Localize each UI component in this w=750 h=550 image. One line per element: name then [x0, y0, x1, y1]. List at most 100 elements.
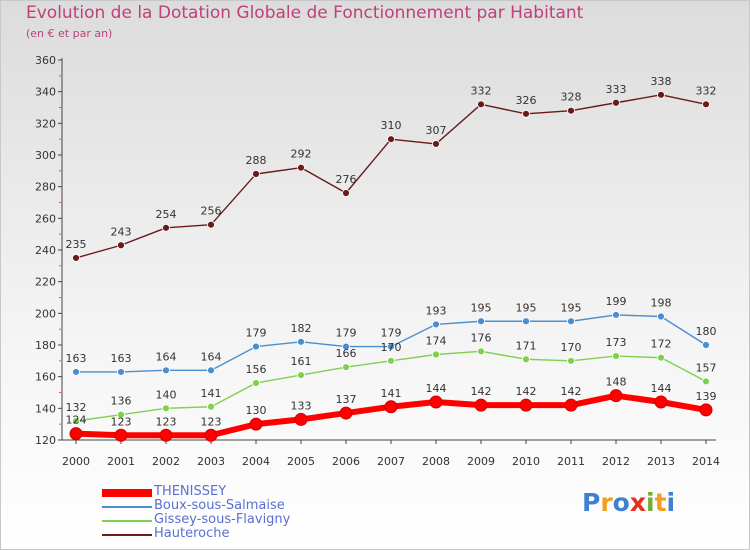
- y-tick-label: 120: [35, 434, 56, 447]
- logo-letter: i: [646, 488, 655, 517]
- data-label: 310: [381, 119, 402, 132]
- data-label: 123: [111, 415, 132, 428]
- logo-letter: x: [629, 488, 646, 517]
- data-label: 142: [561, 385, 582, 398]
- data-point: [654, 395, 668, 409]
- data-point: [72, 254, 80, 262]
- data-point: [159, 428, 173, 442]
- data-point: [72, 417, 80, 425]
- data-label: 193: [426, 304, 447, 317]
- data-label: 166: [336, 347, 357, 360]
- legend-item: THENISSEY: [102, 484, 362, 500]
- data-label: 140: [156, 388, 177, 401]
- chart-subtitle: (en € et par an): [26, 27, 113, 40]
- data-label: 172: [651, 338, 672, 351]
- data-label: 179: [336, 327, 357, 340]
- y-tick-label: 220: [35, 276, 56, 289]
- data-label: 180: [696, 325, 717, 338]
- legend-swatch: [102, 489, 152, 497]
- data-label: 195: [561, 301, 582, 314]
- data-label: 141: [381, 387, 402, 400]
- logo-letter: i: [666, 488, 676, 517]
- data-point: [522, 355, 530, 364]
- data-label: 256: [201, 205, 222, 218]
- data-label: 176: [471, 331, 492, 344]
- data-label: 157: [696, 361, 717, 374]
- data-label: 199: [606, 295, 627, 308]
- data-label: 142: [471, 385, 492, 398]
- data-point: [657, 353, 665, 362]
- data-point: [384, 400, 398, 414]
- legend-item: Gissey-sous-Flavigny: [102, 512, 362, 528]
- data-label: 174: [426, 335, 447, 348]
- data-point: [117, 368, 125, 376]
- x-tick-label: 2007: [377, 455, 405, 468]
- data-point: [162, 366, 170, 375]
- data-label: 124: [66, 414, 87, 427]
- data-point: [702, 341, 710, 349]
- data-point: [294, 412, 308, 426]
- data-label: 292: [291, 148, 312, 161]
- x-tick-label: 2011: [557, 455, 585, 468]
- data-point: [567, 356, 575, 365]
- legend-label: Boux-sous-Salmaise: [154, 498, 285, 513]
- logo-letter: r: [600, 488, 613, 517]
- data-point: [72, 368, 80, 376]
- data-label: 254: [156, 208, 177, 221]
- chart-title: Evolution de la Dotation Globale de Fonc…: [26, 3, 584, 23]
- data-point: [474, 398, 488, 412]
- data-label: 139: [696, 390, 717, 403]
- data-label: 163: [66, 352, 87, 365]
- data-point: [207, 402, 215, 411]
- data-point: [477, 100, 485, 109]
- data-point: [702, 377, 710, 386]
- x-tick-label: 2008: [422, 455, 450, 468]
- legend-label: Gissey-sous-Flavigny: [154, 512, 291, 527]
- data-label: 235: [66, 238, 87, 251]
- logo-letter: t: [654, 488, 667, 517]
- data-label: 333: [606, 83, 627, 96]
- data-label: 182: [291, 322, 312, 335]
- data-label: 137: [336, 393, 357, 406]
- y-tick-label: 140: [35, 402, 56, 415]
- data-label: 156: [246, 363, 267, 376]
- data-point: [204, 428, 218, 442]
- x-tick-label: 2012: [602, 455, 630, 468]
- data-point: [114, 428, 128, 442]
- data-label: 307: [426, 124, 447, 137]
- data-label: 123: [201, 415, 222, 428]
- data-label: 141: [201, 387, 222, 400]
- data-point: [564, 398, 578, 412]
- data-label: 326: [516, 94, 537, 107]
- data-point: [297, 163, 305, 172]
- data-point: [432, 350, 440, 359]
- x-tick-label: 2006: [332, 455, 360, 468]
- y-tick-label: 280: [35, 181, 56, 194]
- data-label: 164: [156, 350, 177, 363]
- data-point: [477, 347, 485, 356]
- data-point: [297, 371, 305, 379]
- data-label: 136: [111, 395, 132, 408]
- data-point: [612, 98, 620, 107]
- legend-item: Hauteroche: [102, 526, 362, 542]
- data-label: 173: [606, 336, 627, 349]
- data-label: 195: [516, 301, 537, 314]
- data-point: [609, 389, 623, 403]
- data-label: 123: [156, 415, 177, 428]
- legend-item: Boux-sous-Salmaise: [102, 498, 362, 514]
- data-point: [522, 317, 530, 326]
- y-tick-label: 360: [35, 54, 56, 67]
- data-point: [207, 366, 215, 375]
- y-tick-label: 340: [35, 86, 56, 99]
- data-label: 164: [201, 350, 222, 363]
- x-tick-label: 2002: [152, 455, 180, 468]
- legend-swatch: [102, 506, 152, 508]
- data-label: 148: [606, 376, 627, 389]
- data-point: [117, 241, 125, 250]
- data-point: [702, 100, 710, 109]
- y-tick-label: 320: [35, 117, 56, 130]
- data-point: [657, 90, 665, 99]
- logo-letter: o: [612, 488, 630, 517]
- x-tick-label: 2013: [647, 455, 675, 468]
